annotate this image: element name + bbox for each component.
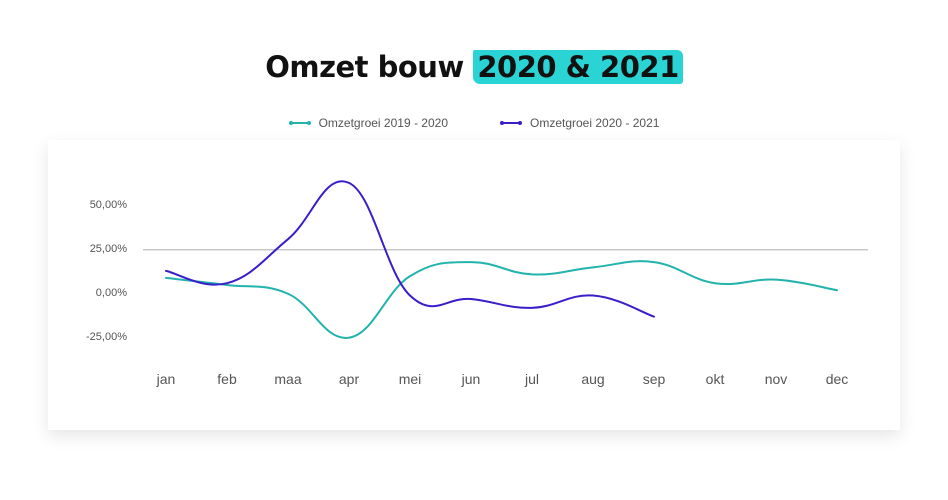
legend-swatch-series-1 [288,121,311,125]
legend-swatch-series-2 [500,121,522,125]
x-tick-label: dec [826,371,849,387]
x-tick-label: aug [581,371,604,387]
legend-label-series-2: Omzetgroei 2020 - 2021 [530,116,660,130]
chart-title-prefix: Omzet bouw [265,50,464,84]
x-tick-label: sep [643,371,666,387]
chart-title-wrap: Omzet bouw 2020 & 2021 [0,50,948,84]
series-line-1 [165,260,838,339]
x-tick-label: jun [461,371,481,387]
y-tick-label: 50,00% [90,199,128,211]
legend-item-series-1[interactable]: Omzetgroei 2019 - 2020 [288,116,448,130]
x-tick-label: okt [706,371,725,387]
x-tick-label: apr [339,371,360,387]
chart-title-highlight: 2020 & 2021 [473,50,683,84]
x-tick-label: nov [765,371,788,387]
x-tick-label: mei [399,371,422,387]
x-tick-label: jan [156,371,176,387]
chart-card [48,140,900,430]
x-tick-label: jul [524,371,539,387]
chart-title: Omzet bouw 2020 & 2021 [265,50,683,84]
legend-label-series-1: Omzetgroei 2019 - 2020 [318,116,448,130]
legend-item-series-2[interactable]: Omzetgroei 2020 - 2021 [500,116,659,130]
y-tick-label: 0,00% [96,287,127,299]
chart-legend: Omzetgroei 2019 - 2020 Omzetgroei 2020 -… [0,116,948,130]
series-line-2 [165,180,655,318]
x-tick-label: feb [217,371,237,387]
x-tick-label: maa [274,371,301,387]
y-tick-label: -25,00% [86,331,127,343]
y-tick-label: 25,00% [90,243,128,255]
